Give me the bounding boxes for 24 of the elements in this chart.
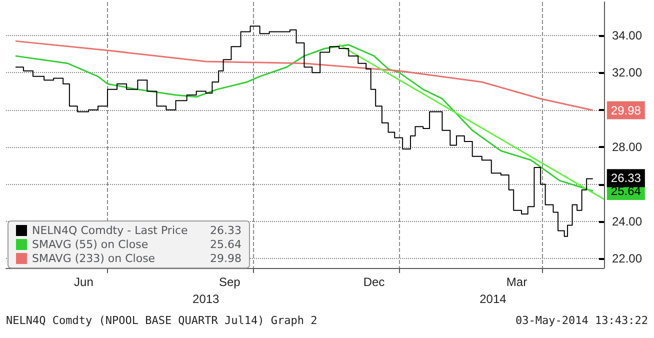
- text: 29.98: [210, 252, 242, 265]
- y-tick-label: 24.00: [612, 214, 642, 228]
- x2-tick-label: 2013: [192, 292, 220, 306]
- y-tick-label: 28.00: [612, 140, 642, 154]
- y-tick-label: 22.00: [612, 252, 642, 266]
- data-label: 26.33: [610, 171, 642, 186]
- legend-label: SMAVG (233) on Close: [32, 252, 156, 265]
- text: 03-May-2014 13:43:22: [516, 314, 648, 327]
- y-tick-label: 32.00: [612, 66, 642, 80]
- x2-tick-label: 2014: [480, 292, 507, 306]
- text: 26.33: [210, 224, 242, 237]
- y-tick-label: 34.00: [612, 28, 642, 42]
- x-tick-label: Jun: [74, 275, 94, 289]
- data-label: 25.64: [610, 184, 642, 198]
- x-tick-label: Mar: [506, 275, 528, 289]
- data-label: 29.98: [610, 103, 642, 118]
- x-tick-label: Sep: [218, 275, 241, 289]
- legend-label: NELN4Q Comdty - Last Price: [32, 224, 188, 237]
- line-series: [14, 40, 594, 112]
- text: 25.64: [210, 238, 242, 251]
- line-series: [14, 44, 594, 192]
- text: NELN4Q Comdty (NPOOL BASE QUARTR Jul14) Graph 2: [6, 314, 318, 327]
- legend-label: SMAVG (55) on Close: [32, 238, 148, 251]
- x-tick-label: Dec: [363, 275, 385, 289]
